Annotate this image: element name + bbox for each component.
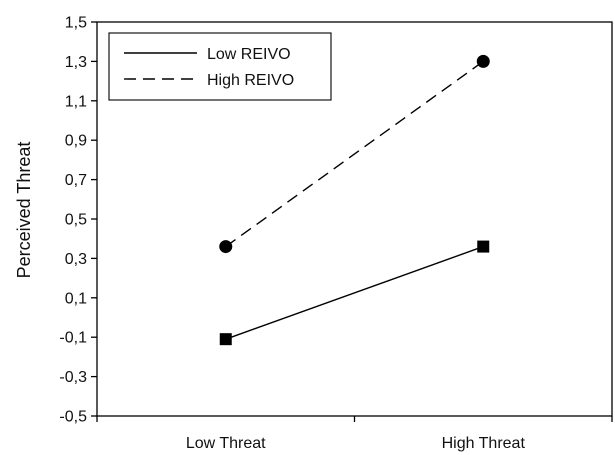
y-tick-label: -0,3 <box>59 369 87 386</box>
series-line <box>225 60 484 248</box>
legend-box <box>108 32 332 101</box>
series-high-reivo <box>219 54 490 254</box>
data-point-circle <box>476 54 490 68</box>
series-low-reivo <box>219 240 490 346</box>
series-line <box>225 245 484 340</box>
legend-label: Low REIVO <box>207 46 291 63</box>
x-tick-label: High Threat <box>442 435 526 452</box>
legend-label: High REIVO <box>207 72 294 89</box>
y-tick-label: 0,3 <box>65 251 87 268</box>
y-tick-label: 1,3 <box>65 54 87 71</box>
y-tick-label: 0,9 <box>65 133 87 150</box>
axes: -0,5 -0,3 -0,1 0,1 0,3 0,5 0,7 0,9 1,1 1,3 1,5 Low … <box>59 15 613 452</box>
y-tick-label: 1,1 <box>65 93 87 110</box>
y-tick-label: 0,5 <box>65 212 87 229</box>
y-tick-label: 0,7 <box>65 172 87 189</box>
data-point-square <box>477 240 490 253</box>
y-tick-label: -0,1 <box>59 330 87 347</box>
y-tick-label: 1,5 <box>65 15 87 32</box>
y-axis-label: Perceived Threat <box>14 142 34 279</box>
legend: Low REIVO High REIVO <box>108 32 332 101</box>
y-tick-label: -0,5 <box>59 409 87 426</box>
y-tick-label: 0,1 <box>65 290 87 307</box>
data-point-circle <box>219 240 233 254</box>
data-point-square <box>219 333 232 346</box>
series-layer <box>219 54 490 346</box>
x-tick-label: Low Threat <box>186 435 266 452</box>
